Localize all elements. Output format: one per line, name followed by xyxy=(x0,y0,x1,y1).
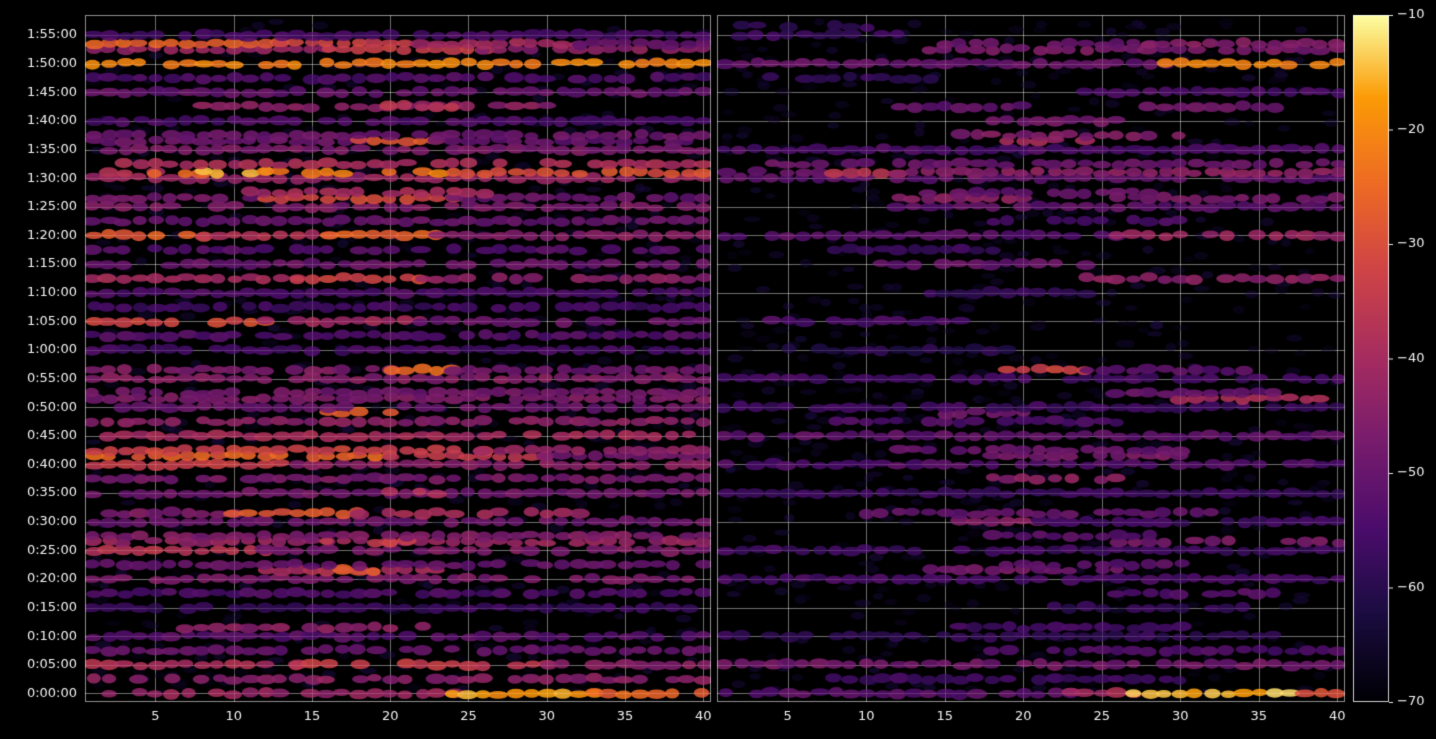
spectrogram-figure xyxy=(0,0,1436,739)
spectrogram-chart xyxy=(0,0,1436,739)
